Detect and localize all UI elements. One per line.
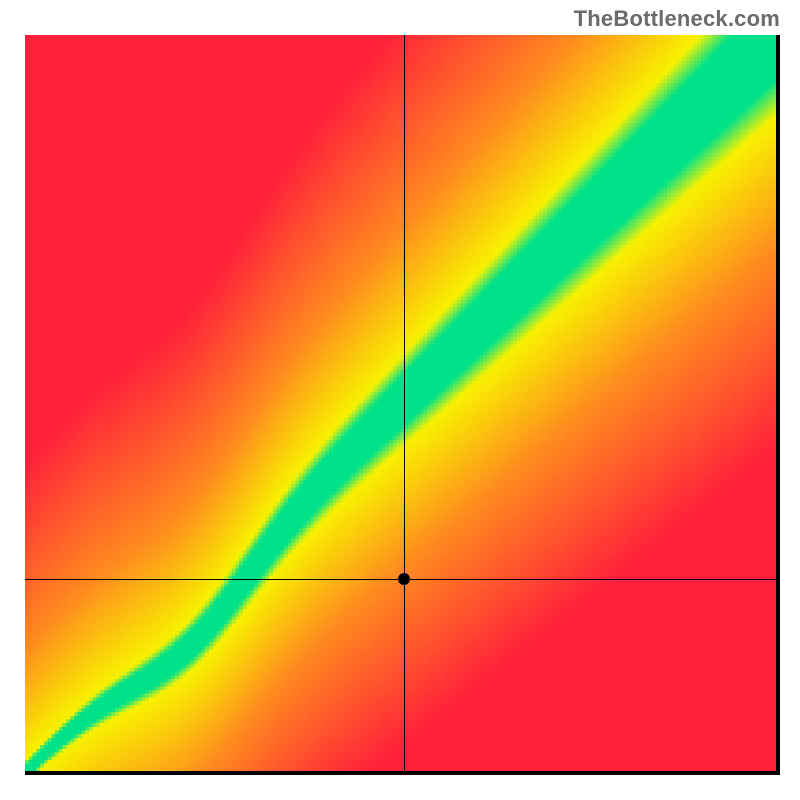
heatmap-canvas-wrap — [25, 35, 776, 771]
chart-container: TheBottleneck.com — [0, 0, 800, 800]
crosshair-vertical — [404, 35, 405, 775]
watermark-text: TheBottleneck.com — [574, 6, 780, 32]
heatmap-canvas — [25, 35, 776, 771]
crosshair-marker — [398, 573, 410, 585]
